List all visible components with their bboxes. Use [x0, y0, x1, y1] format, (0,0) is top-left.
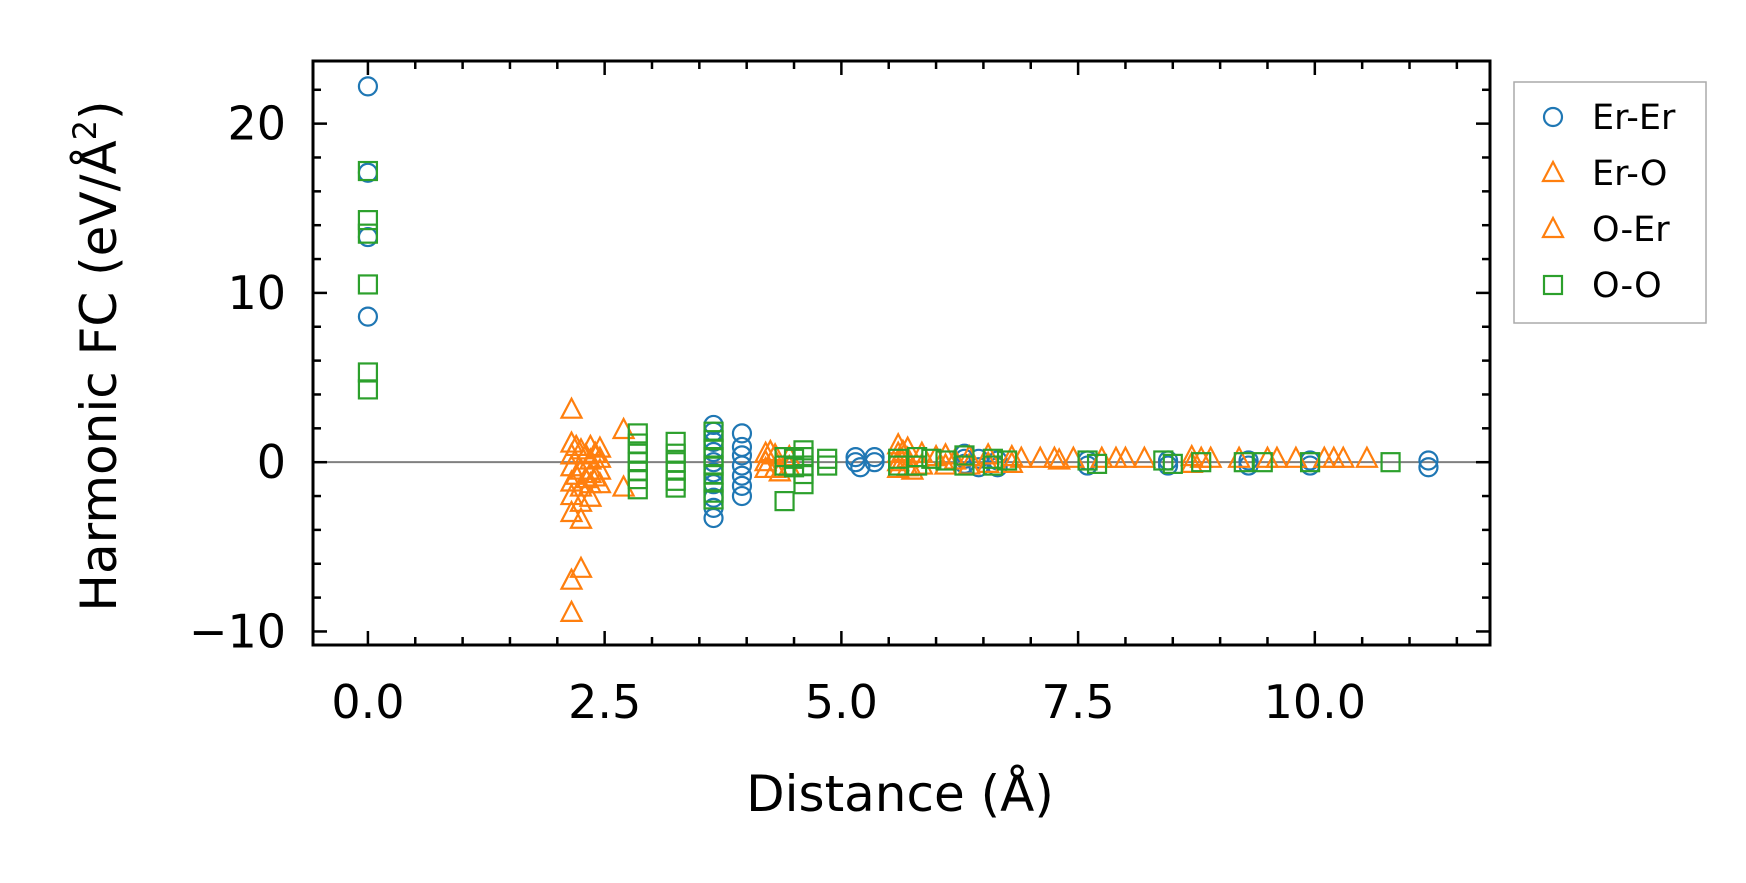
point-er-o	[1132, 445, 1157, 468]
point-er-er	[1418, 450, 1439, 471]
point-o-o	[817, 455, 838, 476]
point-o-er	[564, 462, 589, 485]
point-o-er	[1331, 445, 1356, 468]
point-o-o	[1299, 452, 1321, 473]
point-er-er	[357, 306, 379, 327]
legend-label-o-er: O-Er	[1592, 210, 1670, 250]
point-er-er	[850, 457, 871, 478]
legend-marker-er-o	[1541, 159, 1565, 183]
point-er-er	[864, 452, 885, 473]
y-axis-title: Harmonic FC (eV/Å2)	[66, 100, 128, 611]
point-er-er	[1418, 457, 1439, 478]
legend-label-o-o: O-O	[1592, 266, 1662, 306]
point-o-o	[1086, 453, 1108, 474]
x-tick-label: 5.0	[805, 675, 878, 729]
point-er-o	[578, 484, 603, 507]
point-er-o	[578, 460, 603, 484]
point-o-o	[357, 160, 379, 182]
point-er-er	[731, 445, 753, 466]
y-tick-label: 20	[227, 97, 286, 151]
y-axis-title-superscript: 2	[66, 120, 104, 140]
point-o-o	[982, 455, 1003, 476]
point-o-er	[1104, 445, 1128, 468]
point-er-o	[559, 567, 584, 590]
point-er-o	[559, 599, 584, 622]
x-tick-label: 10.0	[1264, 675, 1366, 729]
point-o-er	[573, 465, 598, 489]
point-o-o	[1162, 453, 1183, 474]
point-o-o	[1191, 452, 1212, 473]
tick-labels: 0.0 2.5 5.0 7.5 10.0 −10 0 10 20	[189, 97, 1366, 729]
point-er-o	[886, 440, 911, 463]
plot-frame	[311, 59, 1492, 647]
point-er-er	[357, 76, 379, 97]
point-o-o	[954, 445, 975, 466]
x-axis-title: Distance (Å)	[746, 765, 1054, 823]
point-o-o	[357, 223, 379, 244]
point-o-o	[357, 210, 379, 231]
point-o-o	[627, 469, 648, 490]
point-o-er	[564, 433, 589, 457]
y-tick-label: −10	[189, 604, 286, 658]
point-o-o	[665, 477, 686, 498]
legend-marker-o-o	[1542, 274, 1564, 296]
point-o-o	[996, 450, 1018, 471]
point-er-er	[731, 485, 753, 507]
point-o-o	[907, 455, 928, 476]
x-tick-label: 2.5	[568, 675, 641, 729]
point-o-o	[627, 423, 648, 444]
y-tick-label: 0	[257, 435, 286, 489]
point-er-o	[569, 506, 593, 529]
point-o-o	[954, 455, 975, 476]
legend: Er-Er Er-O O-Er O-O	[1513, 81, 1707, 324]
point-er-er	[731, 475, 753, 496]
point-o-o	[793, 474, 814, 495]
point-er-o	[1028, 445, 1053, 468]
point-er-o	[569, 555, 593, 578]
point-o-er	[573, 442, 598, 465]
point-o-o	[665, 431, 686, 452]
point-o-o	[1252, 452, 1273, 473]
data-markers	[357, 76, 1439, 622]
point-er-o	[559, 396, 584, 419]
point-er-er	[1238, 450, 1259, 471]
point-er-er	[864, 447, 885, 468]
point-er-o	[1355, 445, 1379, 468]
point-o-o	[774, 491, 795, 512]
point-er-er	[731, 465, 753, 486]
legend-label-er-er: Er-Er	[1592, 98, 1676, 138]
point-er-er	[731, 455, 753, 476]
point-er-er	[731, 423, 753, 444]
x-tick-label: 0.0	[331, 675, 404, 729]
point-o-o	[703, 489, 724, 510]
point-o-o	[357, 274, 379, 295]
point-o-o	[1380, 452, 1401, 473]
point-er-o	[559, 430, 584, 453]
point-o-er	[583, 440, 607, 463]
legend-marker-er-er	[1542, 106, 1564, 128]
point-o-er	[1047, 447, 1071, 470]
point-er-o	[588, 445, 612, 468]
point-o-o	[357, 379, 379, 400]
point-o-o	[921, 448, 942, 469]
x-tick-label: 7.5	[1042, 675, 1115, 729]
y-axis-title-main: Harmonic FC (eV/Å	[70, 140, 128, 611]
point-er-o	[588, 435, 612, 458]
point-o-er	[583, 464, 607, 487]
legend-marker-o-er	[1541, 215, 1565, 239]
y-axis-title-close: )	[70, 100, 128, 120]
point-o-o	[793, 463, 814, 485]
point-er-er	[1157, 455, 1179, 476]
point-er-o	[1042, 445, 1067, 468]
legend-label-er-o: Er-O	[1592, 154, 1667, 194]
point-o-o	[627, 479, 648, 500]
y-tick-label: 10	[227, 266, 286, 320]
point-er-o	[763, 455, 787, 479]
